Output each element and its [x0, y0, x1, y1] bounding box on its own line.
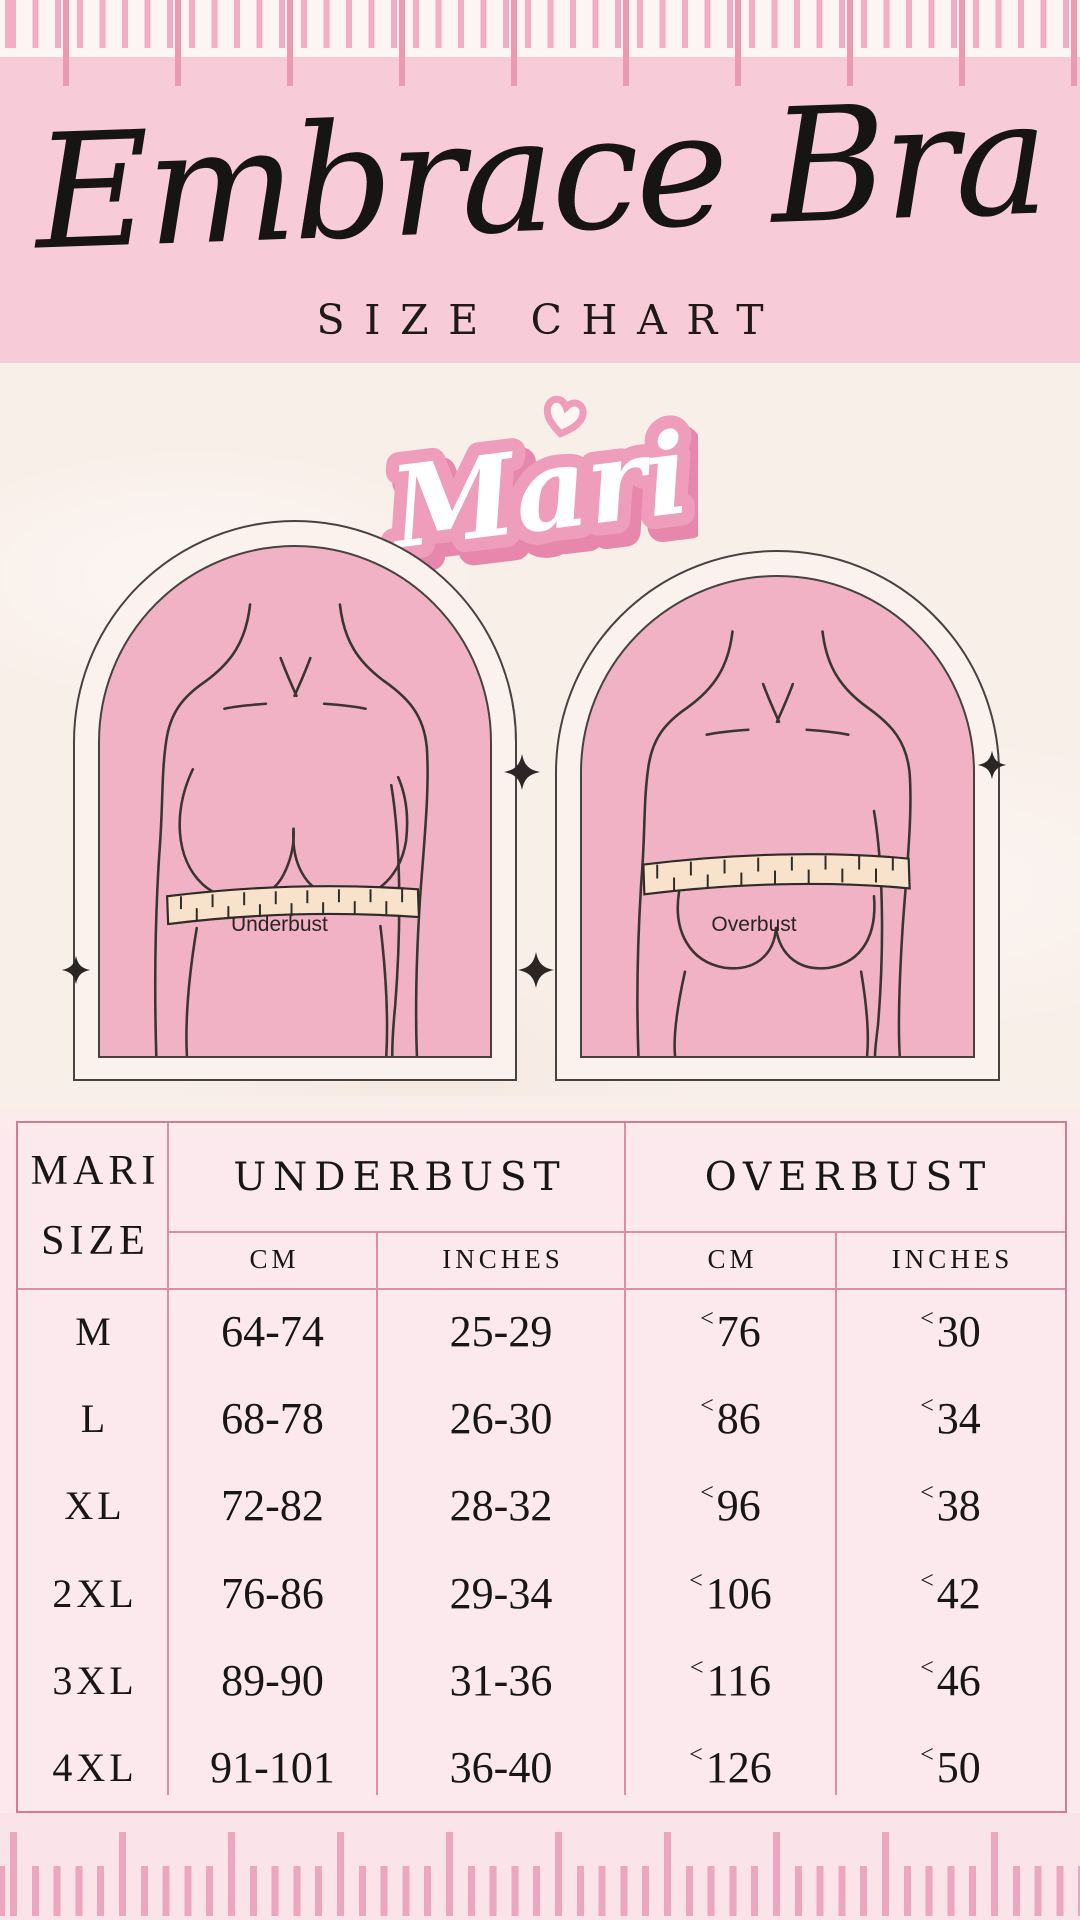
corner-line-2: SIZE	[41, 1217, 150, 1264]
overbust-cm-value: <126	[625, 1724, 836, 1811]
less-than-sign: <	[689, 1741, 703, 1768]
ruler-short-ticks-icon	[0, 0, 1080, 48]
overbust-inches-value: <42	[836, 1549, 1065, 1636]
size-table: MARI SIZE UNDERBUST OVERBUST CM INCHES C…	[16, 1121, 1067, 1813]
overbust-figure-panel: Overbust	[580, 575, 975, 1058]
size-label: 4XL	[52, 1744, 138, 1790]
underbust-cm-value: 91-101	[210, 1742, 335, 1792]
ruler-short-ticks-icon	[0, 1866, 1080, 1916]
overbust-cm-value: <76	[625, 1288, 836, 1375]
overbust-inches-number: 30	[936, 1307, 981, 1357]
overbust-column-header: OVERBUST	[704, 1154, 993, 1200]
overbust-cm-value: <86	[625, 1375, 836, 1462]
less-than-sign: <	[920, 1567, 934, 1594]
overbust-inches-header: INCHES	[891, 1244, 1014, 1274]
less-than-sign: <	[700, 1306, 714, 1333]
bottom-ruler-strip	[0, 1813, 1080, 1920]
overbust-torso-illustration	[636, 630, 912, 1056]
overbust-inches-value: <30	[836, 1288, 1065, 1375]
overbust-cm-number: 76	[716, 1307, 761, 1357]
overbust-cm-number: 86	[716, 1394, 761, 1444]
overbust-inches-number: 34	[936, 1394, 981, 1444]
page-title-script: Embrace Bra	[29, 66, 1048, 285]
underbust-column-header: UNDERBUST	[233, 1154, 567, 1200]
table-divider	[167, 1231, 1065, 1233]
underbust-cm-value: 89-90	[221, 1655, 324, 1705]
overbust-cm-number: 116	[706, 1655, 771, 1705]
underbust-inches-header: INCHES	[442, 1244, 564, 1274]
table-background-zone	[0, 1096, 1080, 1815]
corner-line-1: MARI	[30, 1147, 161, 1194]
table-divider	[376, 1231, 378, 1795]
overbust-inches-value: <50	[836, 1724, 1065, 1811]
overbust-cm-number: 96	[716, 1481, 761, 1531]
less-than-sign: <	[689, 1567, 703, 1594]
underbust-cm-header: CM	[249, 1244, 300, 1274]
underbust-cm-value: 76-86	[221, 1568, 324, 1618]
page-title: Embrace Bra	[29, 66, 1048, 285]
size-label: M	[75, 1309, 115, 1355]
heart-icon	[543, 395, 587, 438]
underbust-cm-value: 68-78	[221, 1394, 324, 1444]
overbust-cm-number: 126	[705, 1742, 772, 1792]
overbust-label: Overbust	[711, 913, 797, 936]
less-than-sign: <	[690, 1654, 704, 1681]
underbust-inches-value: 36-40	[449, 1742, 553, 1792]
table-divider	[167, 1123, 169, 1795]
overbust-inches-value: <46	[836, 1637, 1065, 1724]
underbust-inches-value: 31-36	[449, 1655, 553, 1705]
underbust-figure-frame: Underbust	[73, 520, 517, 1081]
less-than-sign: <	[920, 1654, 934, 1681]
brand-logo: Mari Mari	[378, 395, 698, 592]
less-than-sign: <	[920, 1741, 934, 1768]
less-than-sign: <	[700, 1393, 714, 1420]
overbust-inches-value: <34	[836, 1375, 1065, 1462]
sparkle-icon	[517, 951, 555, 989]
underbust-inches-value: 28-32	[449, 1481, 553, 1531]
underbust-inches-value: 29-34	[449, 1568, 553, 1618]
sparkle-icon	[503, 753, 541, 791]
sparkle-icon	[61, 955, 91, 985]
size-label: L	[80, 1396, 110, 1442]
underbust-inches-value: 25-29	[449, 1307, 553, 1357]
overbust-inches-number: 42	[936, 1568, 981, 1618]
overbust-cm-value: <116	[625, 1637, 836, 1724]
table-divider	[835, 1231, 837, 1795]
less-than-sign: <	[700, 1480, 714, 1507]
size-label: 2XL	[52, 1570, 138, 1616]
overbust-figure-frame: Overbust	[555, 550, 1000, 1081]
less-than-sign: <	[920, 1393, 934, 1420]
header-band	[0, 57, 1080, 363]
underbust-cm-value: 64-74	[221, 1307, 324, 1357]
underbust-inches-value: 26-30	[449, 1394, 553, 1444]
overbust-inches-value: <38	[836, 1462, 1065, 1549]
overbust-inches-number: 46	[936, 1655, 981, 1705]
overbust-cm-value: <96	[625, 1462, 836, 1549]
overbust-inches-number: 38	[936, 1481, 981, 1531]
underbust-label: Underbust	[230, 913, 328, 936]
sparkle-icon	[977, 750, 1007, 780]
overbust-cm-value: <106	[625, 1549, 836, 1636]
table-divider	[18, 1288, 1065, 1290]
overbust-cm-header: CM	[707, 1244, 758, 1274]
overbust-cm-number: 106	[705, 1568, 772, 1618]
underbust-figure-panel: Underbust	[98, 545, 492, 1058]
table-corner-header: MARI SIZE	[18, 1123, 168, 1288]
less-than-sign: <	[920, 1306, 934, 1333]
size-label: XL	[64, 1483, 126, 1529]
underbust-cm-value: 72-82	[221, 1481, 324, 1531]
table-divider	[624, 1123, 626, 1795]
overbust-inches-number: 50	[936, 1742, 981, 1792]
less-than-sign: <	[920, 1480, 934, 1507]
size-label: 3XL	[52, 1657, 138, 1703]
page-subtitle: SIZE CHART	[316, 296, 784, 344]
underbust-torso-illustration	[154, 603, 429, 1056]
